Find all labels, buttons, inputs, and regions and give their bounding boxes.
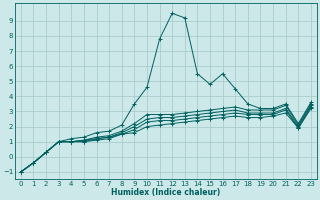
X-axis label: Humidex (Indice chaleur): Humidex (Indice chaleur) [111, 188, 220, 197]
